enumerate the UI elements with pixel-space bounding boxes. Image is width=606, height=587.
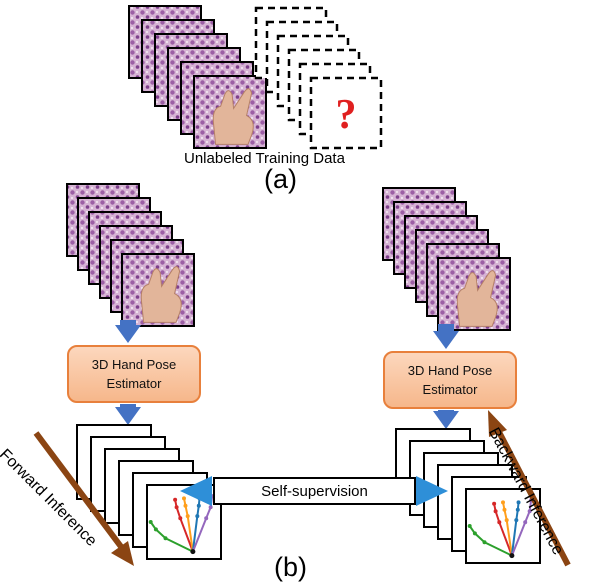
- question-mark-icon: ?: [336, 92, 357, 138]
- joint: [467, 524, 472, 528]
- self-supervision-label: Self-supervision: [261, 482, 368, 500]
- bone: [510, 519, 518, 556]
- left-stack-front-photo: [121, 253, 195, 327]
- panel-a-label: (a): [264, 164, 297, 194]
- hand-shape: [212, 88, 254, 145]
- forward-inference-arrow-head: [111, 541, 134, 566]
- bone: [155, 528, 167, 540]
- bone: [165, 537, 194, 553]
- left-down-arrow-1: [115, 320, 141, 343]
- bone: [186, 515, 194, 552]
- left-down-arrow-2: [115, 404, 141, 425]
- hand-shape: [456, 270, 498, 327]
- forward-inference-arrow-shaft: [33, 431, 125, 550]
- joint: [516, 500, 521, 505]
- backward-inference-arrow-head: [488, 410, 507, 437]
- unlabeled-data-caption: Unlabeled Training Data: [184, 150, 345, 167]
- right-stack-front-photo: [437, 257, 511, 331]
- joint: [501, 500, 505, 505]
- bone: [484, 541, 513, 557]
- estimator-box-right: 3D Hand Pose Estimator: [383, 351, 517, 409]
- bone: [510, 521, 527, 556]
- joint: [148, 520, 153, 524]
- right-down-arrow-1: [433, 324, 459, 349]
- double-arrow-right-head: [416, 476, 448, 506]
- wrist-joint: [509, 553, 515, 559]
- hand-shape: [140, 266, 182, 323]
- estimator-box-left: 3D Hand Pose Estimator: [67, 345, 201, 403]
- wrist-joint: [190, 549, 196, 555]
- backward-inference-arrow-shaft: [495, 428, 571, 567]
- panel-b-label: (b): [274, 552, 307, 582]
- estimator-right-line2: Estimator: [422, 382, 478, 397]
- bone: [179, 517, 194, 552]
- bone: [474, 532, 486, 544]
- joint: [492, 501, 497, 506]
- bone: [505, 519, 513, 556]
- estimator-left-line2: Estimator: [106, 376, 162, 391]
- bone: [191, 515, 199, 552]
- joint: [173, 497, 178, 502]
- estimator-left-line1: 3D Hand Pose: [91, 357, 177, 372]
- joint: [182, 496, 186, 501]
- bone: [498, 521, 513, 556]
- estimator-right-line1: 3D Hand Pose: [407, 363, 493, 378]
- bone: [191, 517, 208, 552]
- self-supervision-box: Self-supervision: [213, 477, 416, 505]
- right-down-arrow-2: [433, 410, 459, 429]
- right-pose-card: [465, 488, 541, 564]
- double-arrow-left-head: [180, 476, 212, 506]
- panel-a-stack-front-photo: [193, 75, 267, 149]
- unlabeled-placeholder: [309, 76, 383, 150]
